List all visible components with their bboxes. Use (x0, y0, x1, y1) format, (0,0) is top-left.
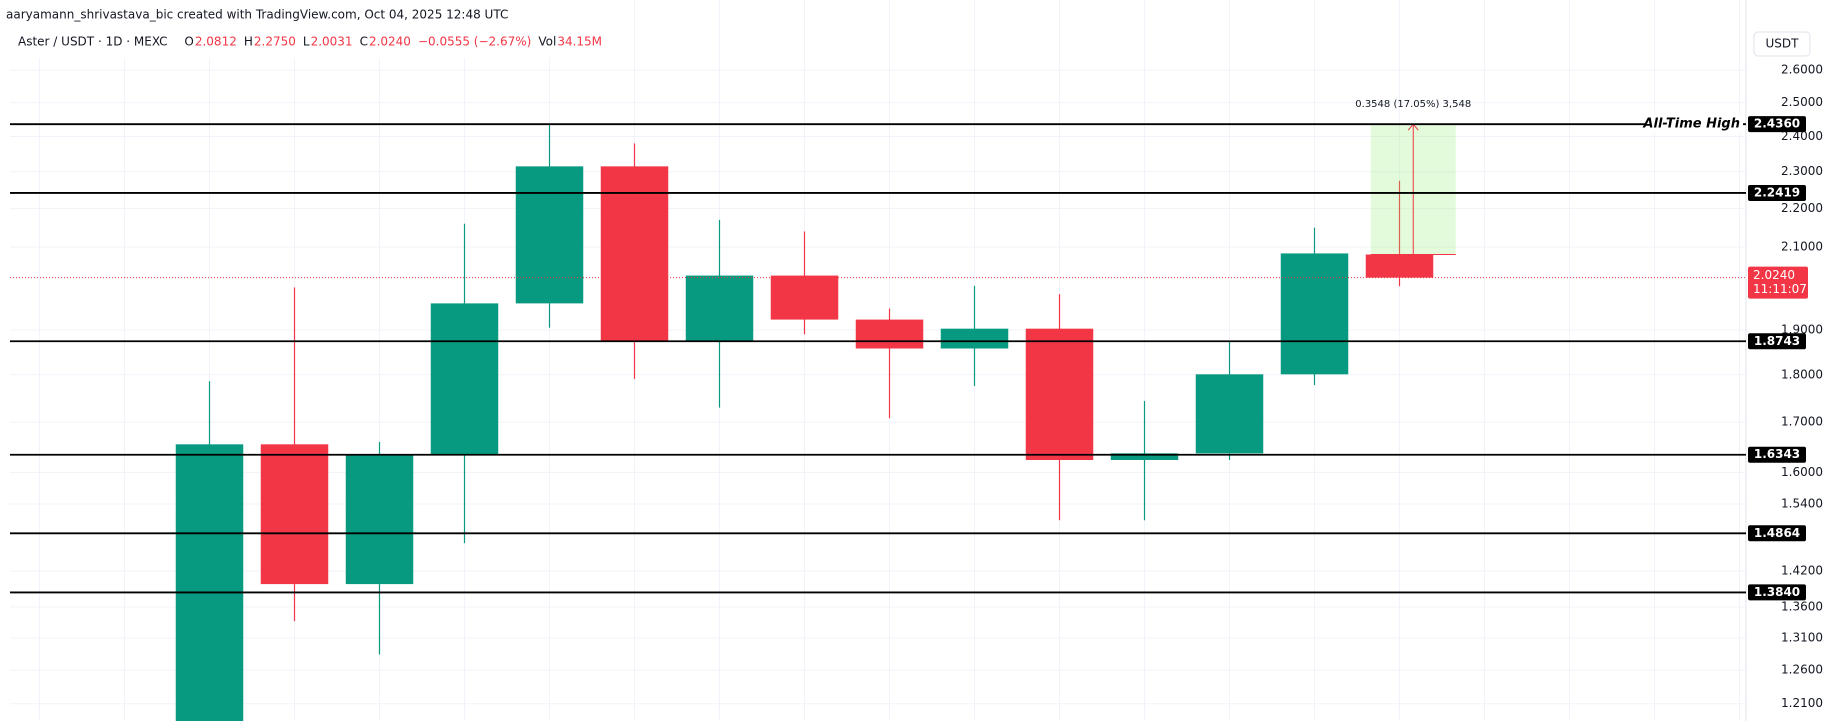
candle-body (1110, 453, 1179, 460)
currency: USDT (1766, 37, 1800, 51)
legend-value: −0.0555 (−2.67%) (418, 35, 531, 49)
candle-body (260, 444, 329, 585)
y-tick-label: 2.2000 (1781, 201, 1823, 215)
level-label-box (1748, 333, 1806, 350)
candle-body (940, 328, 1009, 349)
y-tick-label: 1.3100 (1781, 630, 1823, 644)
legend-key: Vol (538, 35, 556, 49)
legend-value: 2.0812 (195, 35, 237, 49)
y-tick-label: 1.6000 (1781, 465, 1823, 479)
candle-body (600, 166, 669, 342)
y-tick-label: 1.4200 (1781, 564, 1823, 578)
legend-key: O (184, 35, 193, 49)
y-tick-label: 1.8000 (1781, 367, 1823, 381)
last-price-label: 2.0240 (1753, 268, 1795, 282)
level-label: 2.4360 (1754, 117, 1800, 131)
level-label: 1.3840 (1754, 585, 1800, 599)
y-tick-label: 1.2600 (1781, 663, 1823, 677)
level-label-box (1748, 184, 1806, 201)
legend-key: H (244, 35, 253, 49)
y-tick-label: 1.2100 (1781, 696, 1823, 710)
candle-body (770, 275, 839, 320)
y-tick-label: 1.7000 (1781, 415, 1823, 429)
level-label: 2.2419 (1754, 185, 1800, 199)
header-bg (0, 0, 560, 58)
candle-body (430, 303, 499, 455)
y-tick-label: 2.1000 (1781, 240, 1823, 254)
level-label: 1.8743 (1754, 334, 1800, 348)
countdown: 11:11:07 (1753, 282, 1807, 296)
legend-value: 2.0240 (369, 35, 411, 49)
symbol: Aster / USDT · 1D · MEXC (18, 35, 168, 49)
legend-value: 2.0031 (311, 35, 353, 49)
y-tick-label: 1.3600 (1781, 599, 1823, 613)
candle-body (1025, 328, 1094, 460)
candle-body (345, 454, 414, 585)
legend-key: L (303, 35, 310, 49)
y-tick-label: 2.4000 (1781, 129, 1823, 143)
candle-body (515, 166, 584, 304)
y-tick-label: 1.5400 (1781, 496, 1823, 510)
candle-body (1365, 254, 1434, 278)
level-label: 1.6343 (1754, 447, 1800, 461)
candle-body (685, 275, 754, 342)
y-tick-label: 2.6000 (1781, 63, 1823, 77)
level-label-box (1748, 446, 1806, 463)
measure-label: 0.3548 (17.05%) 3,548 (1355, 99, 1471, 110)
level-note: All-Time High (1642, 117, 1740, 132)
candle-body (1280, 253, 1349, 375)
y-tick-label: 1.9000 (1781, 322, 1823, 336)
candle-body (175, 444, 244, 721)
level-note-bg (1645, 115, 1743, 134)
level-label: 1.4864 (1754, 526, 1800, 540)
y-tick-label: 2.3000 (1781, 164, 1823, 178)
level-label-box (1748, 525, 1806, 542)
legend-key: C (360, 35, 368, 49)
level-label-box (1748, 584, 1806, 601)
legend-value: 2.2750 (254, 35, 296, 49)
candle-body (1195, 374, 1264, 454)
header: aaryamann_shrivastava_bic created with T… (6, 8, 508, 22)
y-tick-label: 2.5000 (1781, 95, 1823, 109)
last-price-box (1748, 266, 1808, 299)
level-label-box (1748, 116, 1806, 133)
legend-value: 34.15M (557, 35, 602, 49)
currency-box (1753, 31, 1811, 57)
candle-body (855, 319, 924, 349)
